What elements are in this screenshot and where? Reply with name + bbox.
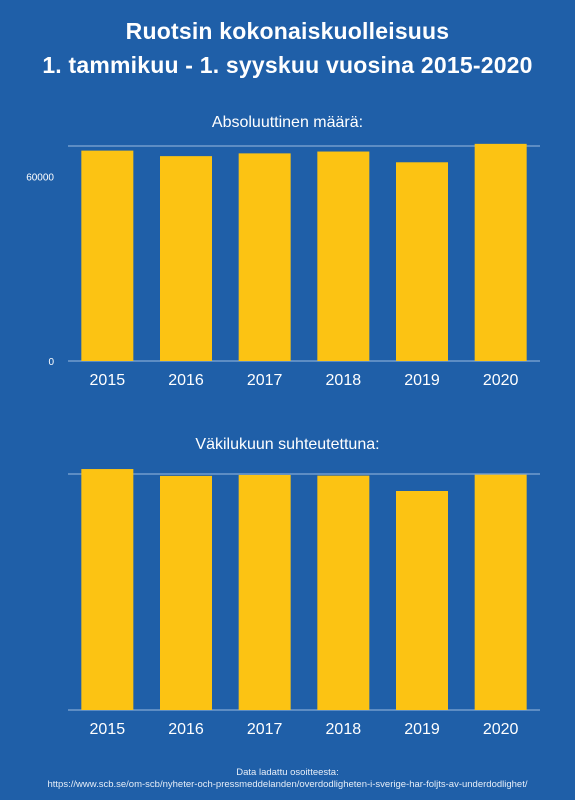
x-tick-label: 2019 <box>404 721 440 738</box>
x-tick-label: 2018 <box>326 721 362 738</box>
x-tick-label: 2016 <box>168 721 204 738</box>
source-url[interactable]: https://www.scb.se/om-scb/nyheter-och-pr… <box>47 779 528 790</box>
bar-2019 <box>396 490 448 710</box>
bar-2020 <box>474 474 527 710</box>
bar-2017 <box>238 474 291 710</box>
x-tick-label: 2017 <box>247 721 283 738</box>
x-tick-label: 2019 <box>404 372 440 389</box>
population-adjusted-deaths-chart: 2015 2016 2017 2018 2019 2020 <box>68 469 540 738</box>
source-label: Data ladattu osoitteesta: <box>236 767 339 778</box>
x-tick-label: 2015 <box>90 721 126 738</box>
x-tick-label: 2018 <box>326 372 362 389</box>
y-tick-label: 0 <box>48 357 54 368</box>
x-tick-label: 2015 <box>90 372 126 389</box>
bar-2015 <box>81 150 134 361</box>
x-tick-label: 2020 <box>483 372 519 389</box>
bar-2015 <box>81 469 134 710</box>
bar-2018 <box>317 151 370 361</box>
y-tick-label: 60000 <box>26 173 54 184</box>
x-tick-label: 2020 <box>483 721 519 738</box>
bar-2018 <box>317 475 370 710</box>
bar-2017 <box>238 153 291 361</box>
source-footer: Data ladattu osoitteesta: https://www.sc… <box>0 767 575 791</box>
main-title-line-1: Ruotsin kokonaiskuolleisuus <box>125 18 450 44</box>
bar-2019 <box>396 162 448 361</box>
bar-2016 <box>160 156 212 361</box>
bar-2020 <box>474 143 527 361</box>
x-tick-label: 2017 <box>247 372 283 389</box>
main-title-line-2: 1. tammikuu - 1. syyskuu vuosina 2015-20… <box>42 52 533 78</box>
chart-2-title: Väkilukuun suhteutettuna: <box>195 436 380 453</box>
x-tick-label: 2016 <box>168 372 204 389</box>
chart-1-title: Absoluuttinen määrä: <box>211 114 364 131</box>
bar-2016 <box>160 475 212 710</box>
absolute-deaths-chart: 0 60000 2015 2016 2017 2018 2019 2020 <box>26 143 540 389</box>
chart-header: Ruotsin kokonaiskuolleisuus 1. tammikuu … <box>0 14 575 82</box>
